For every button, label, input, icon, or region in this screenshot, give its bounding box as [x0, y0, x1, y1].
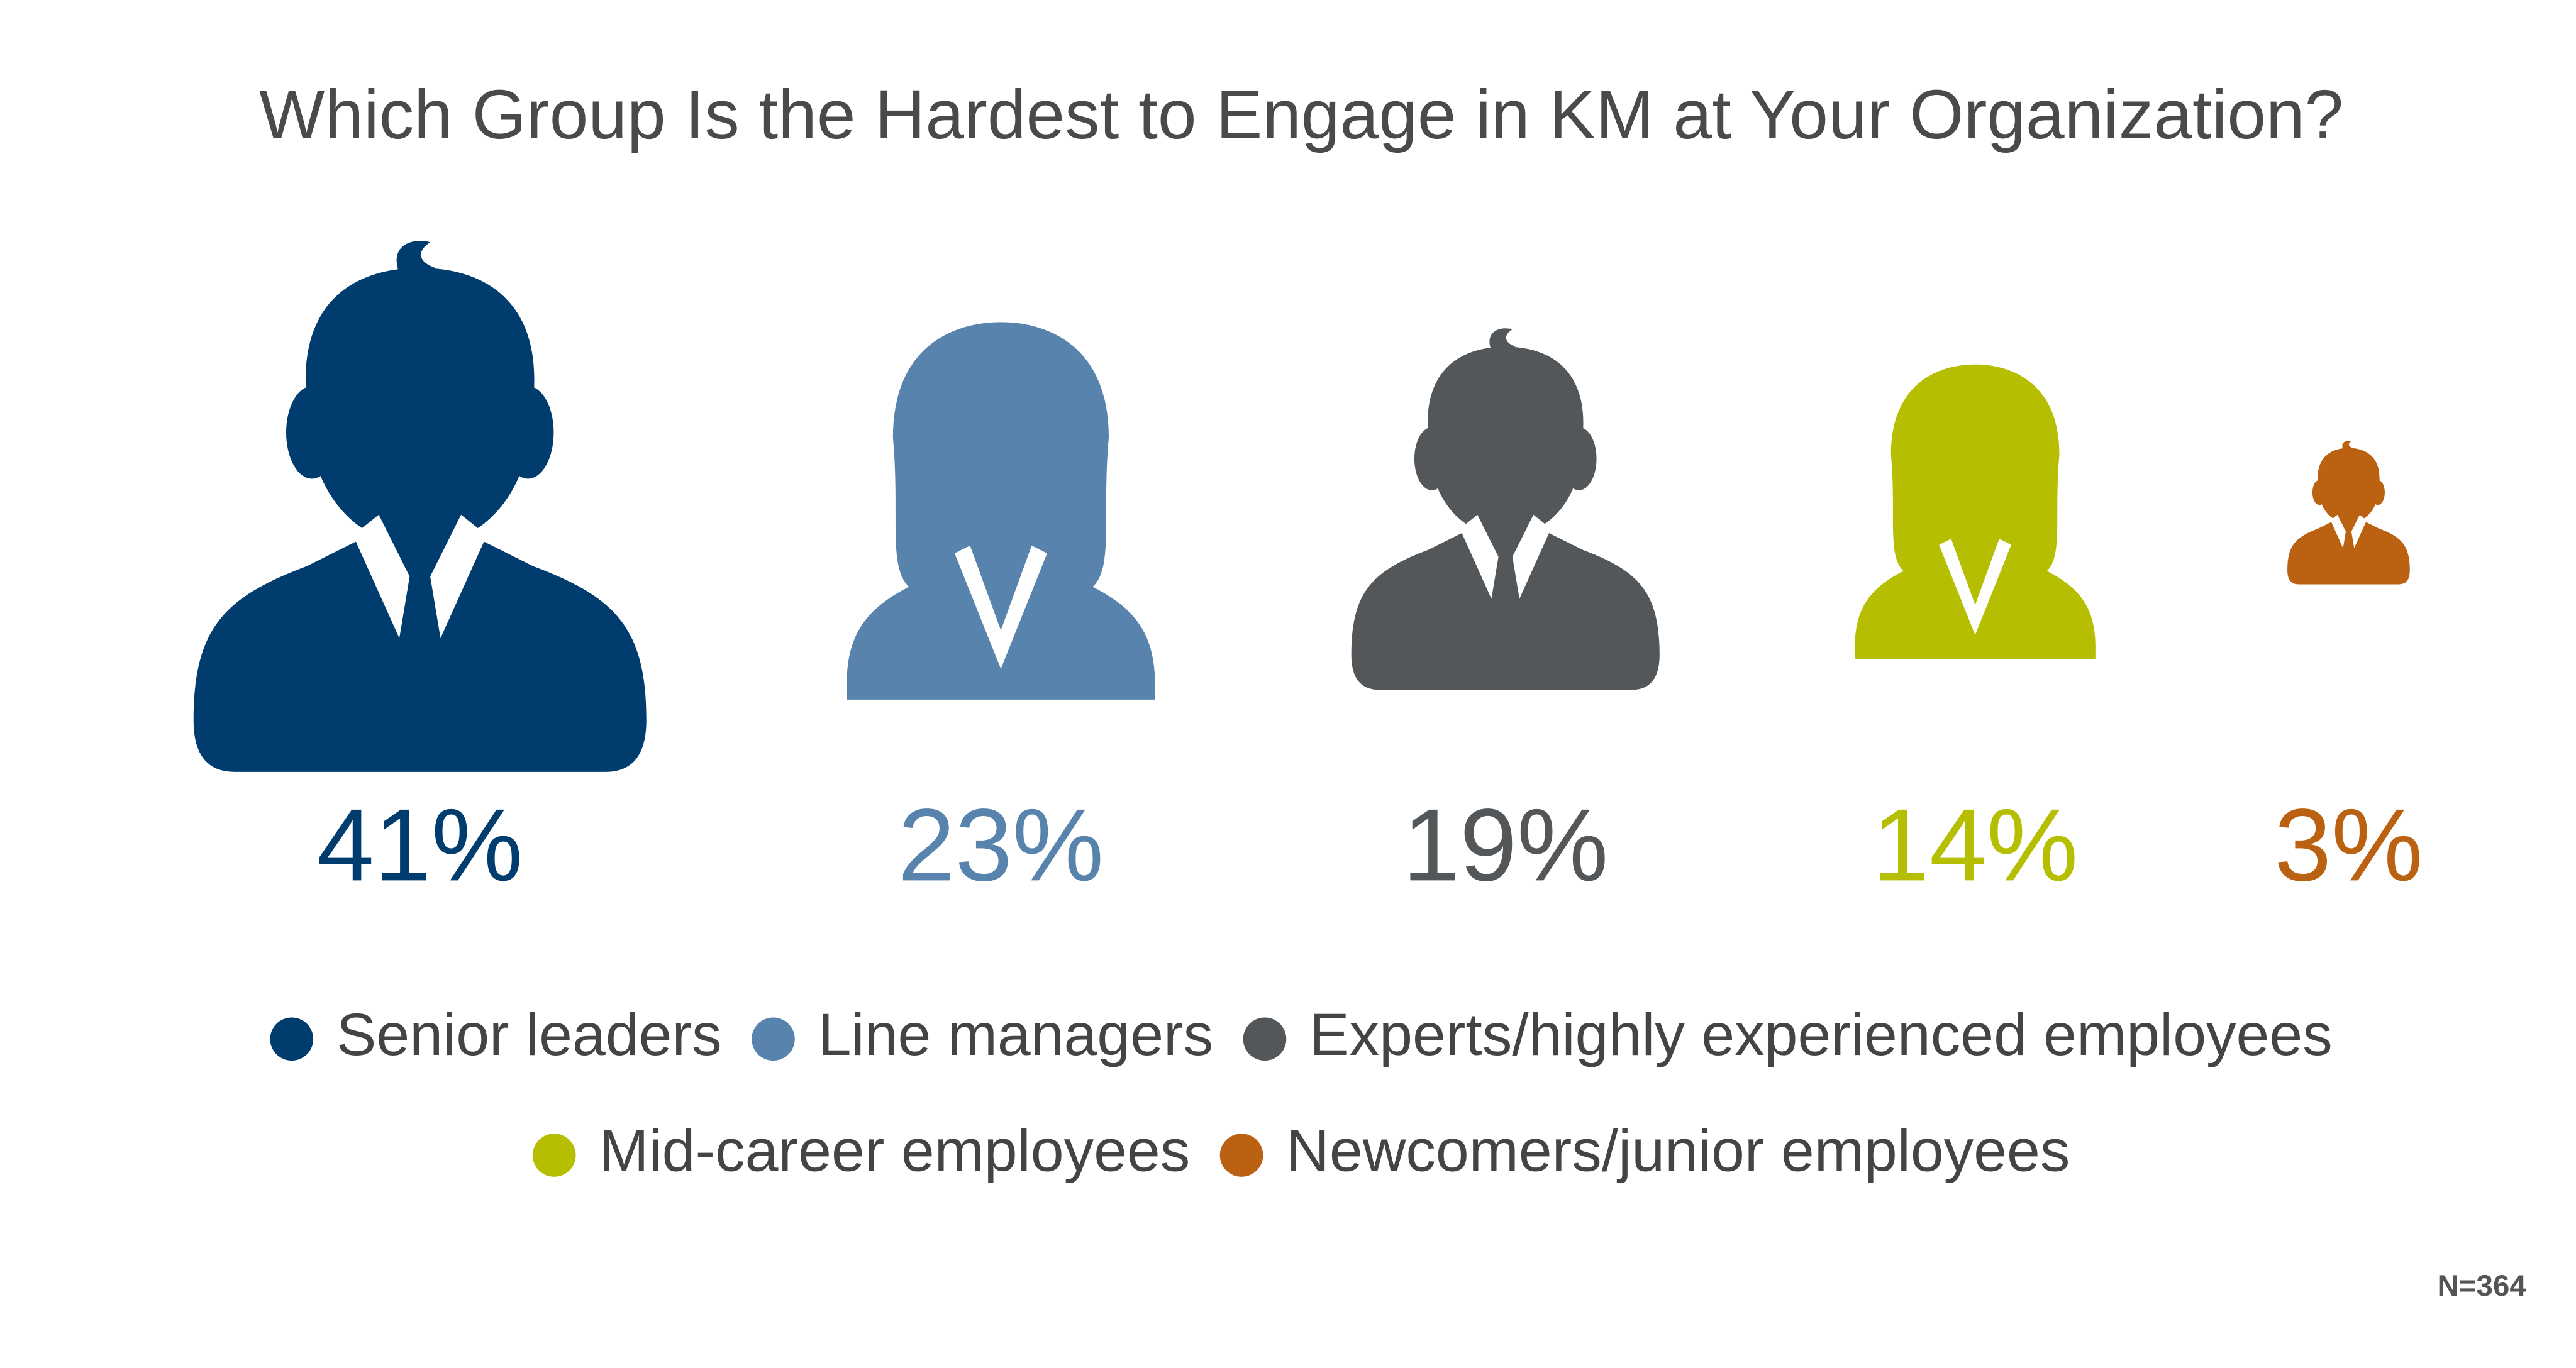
sample-size-note: N=364 [2438, 1269, 2527, 1303]
legend-marker [532, 1134, 576, 1177]
icon-body [1351, 529, 1660, 690]
person-icon [193, 241, 647, 772]
legend-marker [1243, 1017, 1287, 1061]
value-label: 14% [1872, 787, 2078, 902]
legend-marker [270, 1017, 314, 1061]
icon-body [2287, 520, 2410, 585]
icon-hair [2342, 440, 2353, 450]
legend-label: Newcomers/junior employees [1286, 1118, 2070, 1184]
chart-title: Which Group Is the Hardest to Engage in … [259, 76, 2343, 153]
value-label: 3% [2274, 787, 2423, 902]
icon-collar [1460, 514, 1499, 599]
icon-collar [430, 514, 487, 639]
legend-marker [1219, 1134, 1263, 1177]
value-label: 23% [898, 787, 1104, 902]
icon-collar [2330, 514, 2346, 548]
icon-head [1427, 346, 1584, 536]
legend-label: Senior leaders [336, 1001, 722, 1068]
legend-label: Mid-career employees [599, 1118, 1190, 1184]
icon-hair [1489, 328, 1516, 351]
person-icon [1351, 328, 1660, 690]
legend-marker [752, 1017, 795, 1061]
icon-body [193, 535, 647, 772]
icon-head [2318, 448, 2380, 524]
icon-hair [892, 322, 1109, 598]
person-icon [2287, 440, 2410, 585]
value-label: 19% [1402, 787, 1608, 902]
icon-collar [954, 545, 1047, 669]
person-icon [1855, 364, 2096, 659]
value-label: 41% [317, 787, 523, 902]
legend-label: Experts/highly experienced employees [1309, 1001, 2332, 1068]
person-icon [847, 322, 1155, 700]
icon-head [305, 268, 535, 546]
icon-hair [1890, 364, 2060, 580]
icon-collar [1512, 514, 1552, 599]
legend-label: Line managers [818, 1001, 1213, 1068]
icon-collar [1939, 539, 2011, 636]
icon-collar [2351, 514, 2367, 548]
icon-collar [353, 514, 410, 639]
icon-hair [396, 241, 436, 273]
